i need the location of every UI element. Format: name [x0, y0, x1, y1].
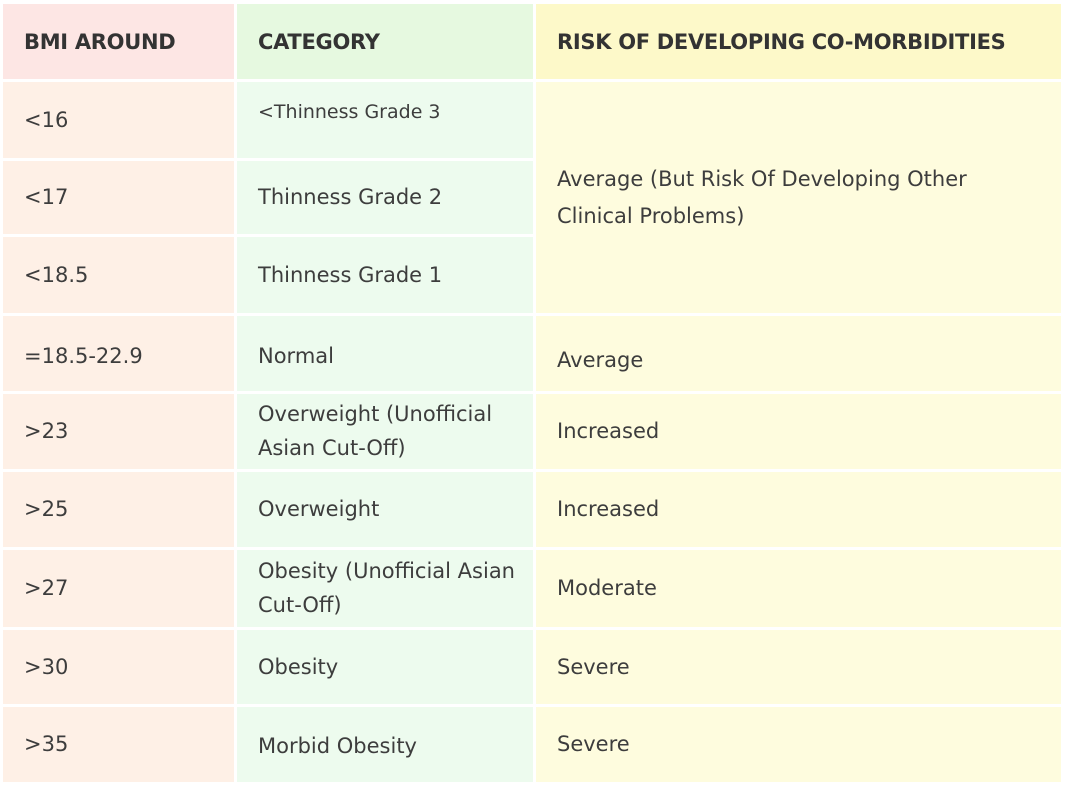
table-row: >27 Obesity (Unofficial Asian Cut-Off) M… [3, 550, 1064, 630]
category-cell: Obesity [237, 630, 536, 707]
risk-cell: Increased [536, 472, 1064, 550]
bmi-cell: =18.5-22.9 [3, 316, 237, 394]
risk-cell: Severe [536, 630, 1064, 707]
risk-cell: Average [536, 316, 1064, 394]
category-cell: Normal [237, 316, 536, 394]
category-cell: Overweight [237, 472, 536, 550]
risk-cell: Average (But Risk Of Developing Other Cl… [536, 82, 1064, 316]
bmi-cell: <18.5 [3, 237, 237, 316]
table-row: >35 Morbid Obesity Severe [3, 707, 1064, 785]
table-row: >30 Obesity Severe [3, 630, 1064, 707]
category-cell: Overweight (Unofficial Asian Cut-Off) [237, 394, 536, 472]
header-risk: RISK OF DEVELOPING CO-MORBIDITIES [536, 4, 1064, 82]
bmi-cell: >27 [3, 550, 237, 630]
header-bmi-around: BMI AROUND [3, 4, 237, 82]
bmi-table: BMI AROUND CATEGORY RISK OF DEVELOPING C… [3, 4, 1064, 785]
table-header: BMI AROUND CATEGORY RISK OF DEVELOPING C… [3, 4, 1064, 82]
bmi-cell: <17 [3, 161, 237, 237]
table-row: <18.5 Thinness Grade 1 [3, 237, 1064, 316]
table-row: >25 Overweight Increased [3, 472, 1064, 550]
risk-cell: Increased [536, 394, 1064, 472]
category-cell: Morbid Obesity [237, 707, 536, 785]
risk-cell: Moderate [536, 550, 1064, 630]
header-row: BMI AROUND CATEGORY RISK OF DEVELOPING C… [3, 4, 1064, 82]
table-row: >23 Overweight (Unofficial Asian Cut-Off… [3, 394, 1064, 472]
table-body: <16 <Thinness Grade 3 Average (But Risk … [3, 82, 1064, 785]
risk-cell: Severe [536, 707, 1064, 785]
category-cell: Obesity (Unofficial Asian Cut-Off) [237, 550, 536, 630]
header-category: CATEGORY [237, 4, 536, 82]
table-row: =18.5-22.9 Normal Average [3, 316, 1064, 394]
bmi-cell: >23 [3, 394, 237, 472]
category-cell: Thinness Grade 2 [237, 161, 536, 237]
category-cell: Thinness Grade 1 [237, 237, 536, 316]
table-row: <16 <Thinness Grade 3 Average (But Risk … [3, 82, 1064, 316]
category-cell: <Thinness Grade 3 [237, 82, 536, 161]
bmi-cell: >25 [3, 472, 237, 550]
bmi-cell: <16 [3, 82, 237, 161]
bmi-cell: >35 [3, 707, 237, 785]
table-row: <17 Thinness Grade 2 [3, 161, 1064, 237]
bmi-cell: >30 [3, 630, 237, 707]
